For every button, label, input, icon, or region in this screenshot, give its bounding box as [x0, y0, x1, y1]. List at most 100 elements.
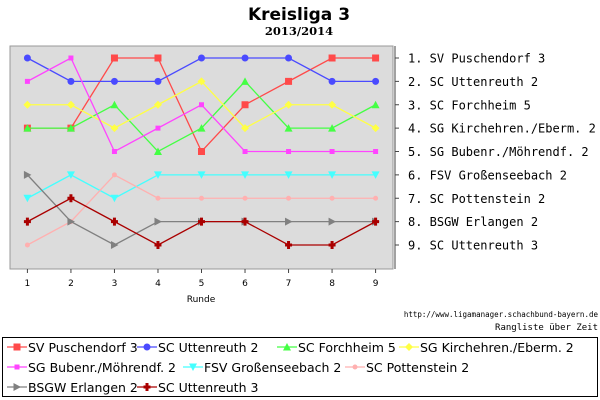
rank-label: 4. SG Kirchehren./Eberm. 2	[408, 122, 596, 136]
series-3	[23, 77, 380, 133]
legend-label: SG Bubenr./Möhrendf. 2	[28, 359, 176, 375]
data-point	[23, 124, 32, 132]
data-point	[371, 171, 380, 179]
legend-item: SC Forchheim 5	[276, 338, 396, 356]
legend-swatch	[277, 343, 297, 351]
data-point	[154, 241, 162, 249]
legend-item: SC Uttenreuth 2	[136, 338, 258, 356]
legend-swatch	[399, 343, 419, 351]
legend-label: SC Pottenstein 2	[366, 359, 470, 375]
data-point	[372, 77, 380, 85]
data-point	[284, 124, 293, 132]
legend-item: SG Bubenr./Möhrendf. 2	[6, 358, 176, 376]
legend-swatch	[183, 363, 203, 371]
data-point	[154, 54, 162, 62]
rank-label: 3. SC Forchheim 5	[408, 98, 531, 112]
data-point	[23, 194, 32, 203]
legend-swatch	[7, 343, 27, 351]
data-point	[198, 54, 205, 62]
data-point	[286, 149, 292, 154]
legend-label: SC Forchheim 5	[298, 339, 396, 355]
x-tick-label: 5	[199, 279, 205, 289]
x-axis-label: Runde	[187, 295, 216, 305]
data-point	[329, 149, 335, 154]
x-tick-label: 1	[25, 279, 31, 289]
legend-swatch	[137, 343, 157, 351]
series-1	[23, 54, 380, 85]
data-point	[23, 170, 32, 179]
legend-item: SC Uttenreuth 3	[136, 378, 258, 396]
data-point	[66, 124, 75, 132]
data-point	[110, 77, 118, 85]
data-point	[110, 217, 118, 226]
data-point	[285, 54, 293, 62]
x-tick-label: 8	[329, 279, 335, 289]
data-point	[242, 149, 248, 154]
data-point	[197, 124, 206, 132]
data-point	[153, 171, 162, 179]
data-point	[66, 171, 75, 179]
legend-item: SC Pottenstein 2	[344, 358, 469, 376]
data-point	[241, 124, 250, 133]
data-point	[154, 217, 162, 226]
x-tick-label: 3	[112, 279, 118, 289]
chart-title: Kreisliga 3	[248, 5, 350, 25]
data-point	[241, 54, 249, 62]
data-point	[373, 149, 379, 154]
data-point	[154, 77, 162, 85]
data-point	[372, 217, 380, 226]
legend-label: BSGW Erlangen 2	[28, 379, 138, 395]
series-4	[24, 55, 379, 154]
data-point	[66, 100, 75, 109]
legend-swatch	[7, 364, 27, 370]
series-8	[23, 194, 380, 249]
legend-label: SC Uttenreuth 3	[158, 379, 259, 395]
data-point	[328, 124, 337, 132]
data-point	[110, 124, 119, 133]
chart-subtitle: 2013/2014	[265, 24, 333, 38]
data-point	[241, 101, 249, 109]
legend-swatch	[345, 364, 365, 370]
series-layer	[23, 54, 380, 249]
data-point	[241, 171, 250, 179]
source-url[interactable]: http://www.ligamanager.schachbund-bayern…	[404, 310, 599, 319]
data-point	[198, 217, 205, 226]
data-point	[286, 195, 292, 201]
legend-item: FSV Großenseebach 2	[182, 358, 341, 376]
legend-item: SV Puschendorf 3	[6, 338, 138, 356]
legend-label: SG Kirchehren./Eberm. 2	[420, 339, 574, 355]
data-point	[328, 77, 336, 85]
data-point	[67, 194, 75, 203]
data-point	[23, 54, 31, 62]
data-point	[328, 217, 337, 226]
rank-label: 5. SG Bubenr./Möhrendf. 2	[408, 145, 589, 159]
series-5	[23, 171, 380, 203]
data-point	[241, 77, 250, 85]
data-point	[328, 171, 337, 179]
data-point	[67, 77, 75, 85]
series-2	[23, 77, 380, 155]
data-point	[155, 125, 161, 131]
legend-swatch	[7, 383, 27, 391]
data-point	[372, 54, 380, 62]
data-point	[111, 149, 117, 154]
data-point	[68, 55, 74, 61]
legend-label: SV Puschendorf 3	[28, 339, 138, 355]
x-tick-label: 7	[286, 279, 292, 289]
data-point	[328, 241, 336, 249]
data-point	[197, 171, 206, 179]
x-tick-label: 6	[242, 279, 248, 289]
data-point	[110, 100, 119, 109]
data-point	[110, 194, 119, 203]
data-point	[285, 217, 293, 226]
data-point	[285, 241, 293, 249]
data-point	[111, 172, 117, 178]
footer-caption: Rangliste über Zeit	[495, 323, 598, 333]
data-point	[153, 100, 162, 109]
data-point	[328, 54, 336, 62]
rank-label: 7. SC Pottenstein 2	[408, 192, 545, 206]
data-point	[285, 77, 293, 85]
data-point	[23, 100, 32, 109]
rank-label: 9. SC Uttenreuth 3	[408, 239, 538, 253]
